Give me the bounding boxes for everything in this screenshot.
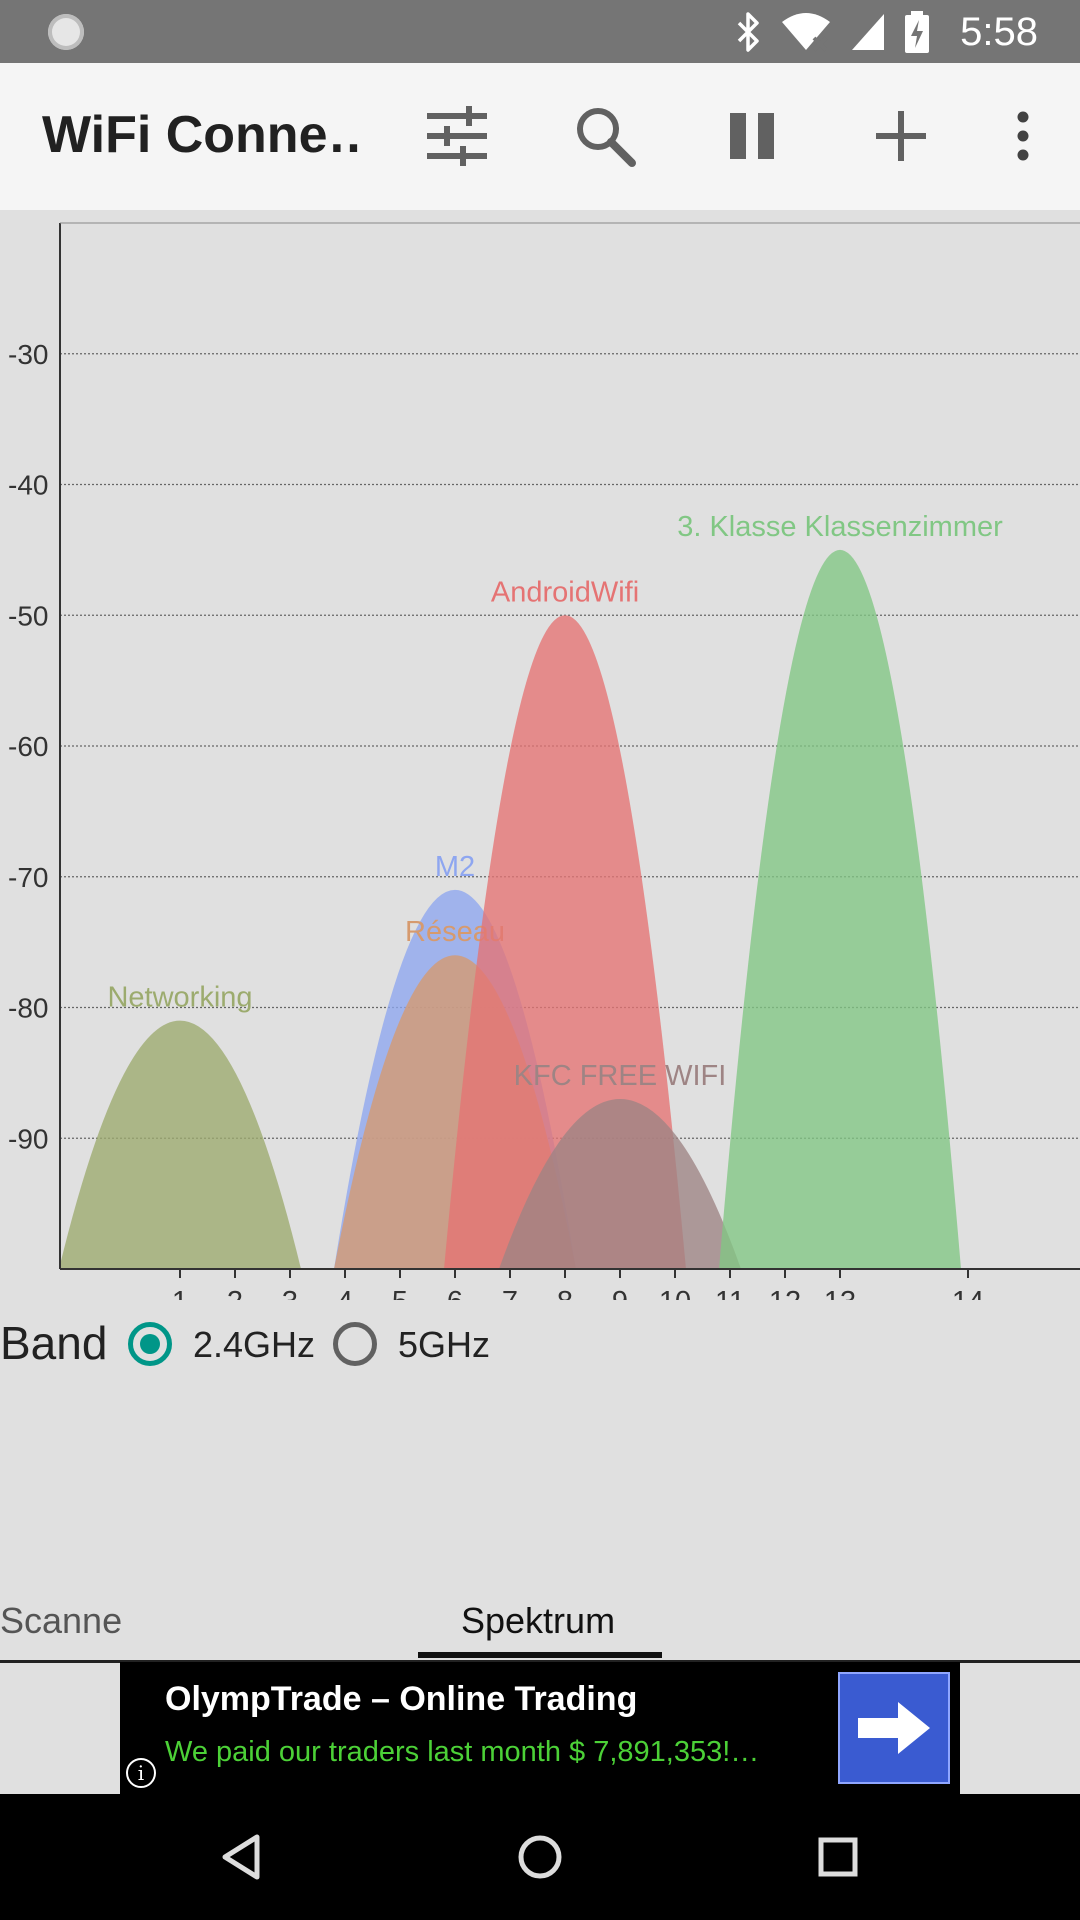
battery-charging-icon — [905, 11, 929, 53]
x-tick-label: 7 — [502, 1286, 518, 1300]
recents-icon — [818, 1837, 858, 1877]
back-button[interactable] — [211, 1827, 271, 1887]
search-button[interactable] — [572, 103, 638, 169]
y-tick-label: -60 — [8, 731, 48, 762]
spectrum-chart-svg: -30-40-50-60-70-80-90NetworkingM2RéseauA… — [8, 222, 1080, 1318]
tab-indicator — [418, 1652, 662, 1658]
add-button[interactable] — [868, 103, 934, 169]
x-tick-label: 13 — [824, 1286, 856, 1300]
pause-button[interactable] — [720, 103, 786, 169]
more-vert-icon — [1017, 111, 1029, 161]
pause-icon — [730, 113, 774, 159]
y-tick-label: -90 — [8, 1123, 48, 1154]
y-tick-label: -30 — [8, 339, 48, 370]
clock: 5:58 — [960, 10, 1038, 54]
back-icon — [222, 1834, 260, 1880]
view-tabs: Scanne Spektrum — [0, 1590, 1080, 1663]
x-tick-label: 2 — [227, 1286, 243, 1300]
filter-button[interactable] — [424, 103, 490, 169]
x-tick-label: 12 — [769, 1286, 801, 1300]
x-tick-label: 6 — [447, 1286, 463, 1300]
cell-signal-icon — [852, 14, 884, 50]
recents-button[interactable] — [808, 1827, 868, 1887]
ad-headline[interactable]: OlympTrade – Online Trading — [165, 1680, 638, 1718]
app-bar: WiFi Conne… — [0, 63, 1080, 210]
home-icon — [518, 1835, 562, 1879]
series-label-m2: M2 — [435, 851, 475, 883]
band-selector: Band 2.4GHz 5GHz — [0, 1310, 1080, 1380]
sync-icon — [48, 14, 84, 50]
x-tick-label: 4 — [337, 1286, 353, 1300]
status-bar: 5:58 — [0, 0, 1080, 63]
y-tick-label: -50 — [8, 600, 48, 631]
system-nav-bar — [0, 1794, 1080, 1920]
more-options-button[interactable] — [990, 103, 1056, 169]
series-label-networking: Networking — [107, 982, 252, 1014]
filter-icon — [427, 106, 487, 166]
x-tick-label: 14 — [952, 1286, 984, 1300]
radio-2-4ghz-label[interactable]: 2.4GHz — [193, 1324, 316, 1365]
x-tick-label: 1 — [172, 1286, 188, 1300]
x-tick-label: 10 — [659, 1286, 691, 1300]
search-icon — [577, 108, 636, 167]
curve-kfc-free-wifi — [499, 1099, 741, 1269]
ad-subline[interactable]: We paid our traders last month $ 7,891,3… — [165, 1736, 760, 1768]
y-tick-label: -40 — [8, 470, 48, 501]
ad-info-icon[interactable]: i — [126, 1758, 156, 1788]
curve-3-klasse-klassenzimmer — [719, 549, 961, 1269]
band-label: Band — [0, 1317, 108, 1369]
tab-scanner[interactable]: Scanne — [0, 1600, 123, 1641]
home-button[interactable] — [510, 1827, 570, 1887]
x-tick-label: 9 — [612, 1286, 628, 1300]
y-tick-label: -80 — [8, 993, 48, 1024]
radio-2-4ghz[interactable] — [128, 1322, 172, 1366]
ad-banner[interactable]: OlympTrade – Online Trading We paid our … — [120, 1662, 960, 1794]
ad-go-button[interactable] — [838, 1672, 950, 1784]
bluetooth-icon — [737, 12, 759, 52]
radio-5ghz-label[interactable]: 5GHz — [398, 1324, 491, 1365]
series-label-androidwifi: AndroidWifi — [491, 576, 639, 608]
spectrum-chart: -30 -40 -50 -60 -70 -80 -90 Networking M2 Réseau A… — [0, 210, 1080, 1318]
arrow-right-icon — [858, 1702, 930, 1754]
x-tick-label: 11 — [715, 1286, 745, 1300]
x-tick-label: 8 — [557, 1286, 573, 1300]
app-title: WiFi Conne… — [42, 106, 362, 164]
curve-networking — [59, 1020, 301, 1269]
series-label-kfc-free-wifi: KFC FREE WIFI — [514, 1060, 727, 1092]
wifi-icon — [782, 13, 830, 52]
status-icons — [736, 10, 930, 54]
x-tick-label: 3 — [282, 1286, 298, 1300]
add-icon — [876, 111, 926, 161]
series-label-3-klasse-klassenzimmer: 3. Klasse Klassenzimmer — [677, 511, 1003, 543]
y-tick-label: -70 — [8, 862, 48, 893]
tab-spectrum[interactable]: Spektrum — [461, 1600, 616, 1641]
x-tick-label: 5 — [392, 1286, 408, 1300]
radio-5ghz[interactable] — [333, 1322, 377, 1366]
